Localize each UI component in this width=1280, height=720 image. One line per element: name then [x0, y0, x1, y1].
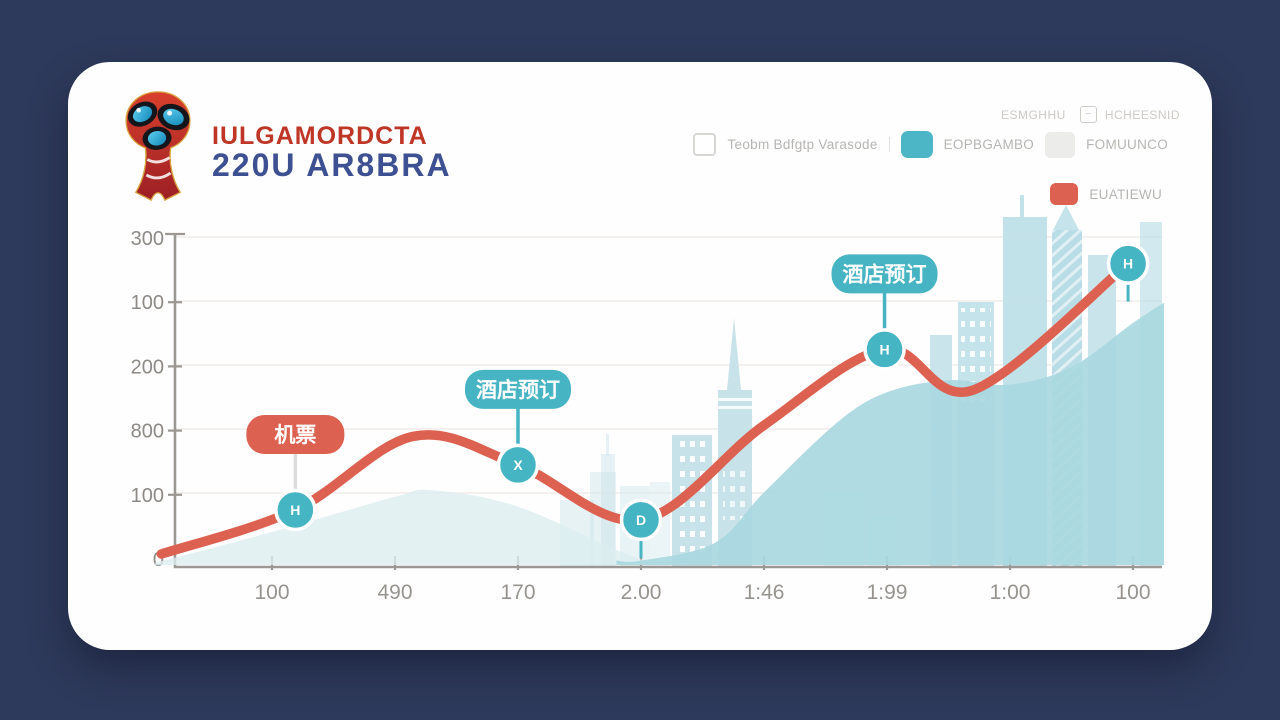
axes: 300 100 200 800 100 0 100 490 170 2.00 1:46 1:99 1:0…	[131, 228, 1162, 604]
teal-swatch	[900, 131, 933, 158]
x-tick-label: 1:99	[867, 581, 908, 604]
marker-badge	[246, 415, 345, 454]
legend-label-gray: FOMUUNCO	[1086, 137, 1168, 152]
y-tick-label: 200	[131, 356, 164, 378]
legend-checkbox[interactable]	[693, 133, 717, 156]
x-tick-label: 490	[377, 581, 412, 604]
legend-label-checkbox: Teobm Bdfgtp Varasode	[727, 137, 878, 152]
marker-glyph: H	[290, 502, 300, 518]
y-tick-label: 800	[131, 421, 164, 443]
marker-glyph: D	[636, 512, 646, 528]
data-point-marker	[496, 443, 540, 487]
legend-caption-text: ESMGHHU	[1000, 107, 1066, 122]
logo-title-line2: 220U AR8BRA	[212, 147, 452, 184]
right-mound-area	[616, 302, 1164, 565]
y-tick-label: 0	[153, 549, 164, 571]
legend-caption-row: ESMGHHU − HCHEESNID	[1001, 106, 1180, 123]
marker-badge	[831, 254, 938, 294]
y-tick-label: 100	[131, 485, 164, 507]
legend-label-teal: EOPBGAMBO	[943, 137, 1035, 152]
marker-badge	[465, 369, 571, 409]
legend-divider	[888, 137, 890, 152]
y-tick-label: 100	[131, 292, 164, 314]
marker-glyph: X	[513, 457, 523, 473]
marker-glyph: H	[879, 341, 889, 357]
legend-caption-text2: HCHEESNID	[1104, 107, 1180, 122]
data-point-marker	[863, 328, 906, 371]
x-tick-label: 170	[500, 581, 535, 604]
minus-box-icon: −	[1079, 106, 1097, 123]
badge-label: 酒店预订	[476, 378, 560, 402]
marker-glyph: H	[1123, 256, 1133, 272]
legend-row-red: EUATIEWU	[1050, 183, 1162, 205]
chart-svg: 300 100 200 800 100 0 100 490 170 2.00 1:46 1:99 1:0…	[131, 195, 1164, 604]
event-logo: IULGAMORDCTA 220U AR8BRA	[114, 88, 452, 204]
infographic-card: 300 100 200 800 100 0 100 490 170 2.00 1:46 1:99 1:0…	[68, 62, 1212, 650]
data-point-marker	[274, 488, 317, 532]
y-tick-label: 300	[131, 228, 164, 250]
logo-title-line1: IULGAMORDCTA	[212, 121, 428, 150]
legend-label-red: EUATIEWU	[1089, 186, 1162, 202]
x-tick-label: 1:00	[990, 581, 1031, 604]
badge-label: 酒店预订	[843, 262, 927, 286]
x-tick-label: 100	[254, 581, 289, 604]
chart-markers: 机票 H 酒店预订 X D 酒店预订 H H	[246, 242, 1150, 558]
data-point-marker	[619, 498, 663, 542]
legend-row-main: Teobm Bdfgtp Varasode EOPBGAMBO FOMUUNCO	[693, 131, 1168, 158]
gray-swatch	[1045, 131, 1076, 158]
x-tick-label: 100	[1115, 581, 1150, 604]
world-cup-trophy-icon	[125, 91, 191, 202]
x-tick-label: 1:46	[744, 581, 785, 604]
red-swatch	[1050, 183, 1079, 205]
data-point-marker	[1106, 242, 1150, 285]
badge-label: 机票	[274, 423, 316, 447]
x-tick-label: 2.00	[621, 581, 662, 604]
left-wave-area	[155, 489, 691, 565]
